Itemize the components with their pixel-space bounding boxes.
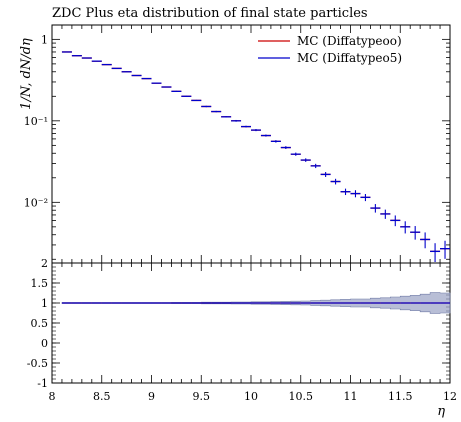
legend-label-series-2: MC (Diffatypeo5) [297, 51, 402, 65]
x-tick-label: 9.5 [193, 390, 211, 403]
x-tick-label: 8.5 [93, 390, 111, 403]
y-tick-label: 10⁻¹ [24, 115, 48, 128]
main-panel: 1 10⁻¹ 10⁻² [24, 24, 451, 264]
y-axis-label: 1/N, dN/dη [19, 38, 34, 110]
ratio-tick-label: -0.5 [27, 357, 48, 370]
x-tick-label: 10.5 [289, 390, 314, 403]
x-tick-label: 12 [443, 390, 457, 403]
ratio-tick-label: 2 [41, 257, 48, 270]
y-tick-label: 1 [41, 33, 48, 46]
x-tick-label: 8 [49, 390, 56, 403]
ratio-tick-label: 0 [41, 337, 48, 350]
ratio-frame [51, 262, 451, 384]
ratio-tick-label: -1 [37, 377, 48, 390]
x-tick-label: 11 [344, 390, 358, 403]
x-tick-label: 11.5 [388, 390, 413, 403]
legend: MC (Diffatypeoo) MC (Diffatypeo5) [258, 34, 402, 65]
ratio-tick-label: 1.5 [31, 277, 49, 290]
ratio-tick-label: 1 [41, 297, 48, 310]
x-tick-label: 10 [244, 390, 258, 403]
y-tick-label: 10⁻² [24, 196, 48, 209]
legend-label-series-1: MC (Diffatypeoo) [297, 34, 402, 48]
ratio-tick-label: 0.5 [31, 317, 49, 330]
chart-title: ZDC Plus eta distribution of final state… [52, 6, 368, 21]
x-axis-label: η [437, 404, 445, 419]
x-tick-label: 9 [148, 390, 155, 403]
